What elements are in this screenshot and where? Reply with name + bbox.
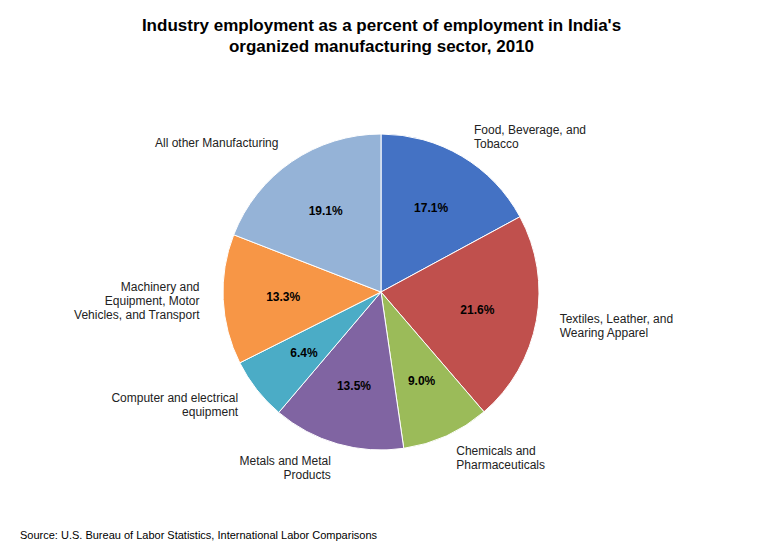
data-label: 13.5% <box>337 379 371 393</box>
data-label: 6.4% <box>290 346 318 360</box>
slice <box>234 134 381 292</box>
data-label: 21.6% <box>460 303 494 317</box>
data-label: 19.1% <box>309 204 343 218</box>
slice-label: Food, Beverage, andTobacco <box>474 123 586 151</box>
data-label: 17.1% <box>414 201 448 215</box>
data-label: 9.0% <box>408 374 436 388</box>
chart: Industry employment as a percent of empl… <box>0 0 763 549</box>
slice-label: All other Manufacturing <box>155 136 278 150</box>
source: Source: U.S. Bureau of Labor Statistics,… <box>20 529 378 541</box>
slice-label: Computer and electricalequipment <box>111 391 238 419</box>
title: Industry employment as a percent of empl… <box>142 16 621 56</box>
data-label: 13.3% <box>266 290 300 304</box>
pie: 17.1% 21.6% 9.0% 13.5% 6.4% 13.3% 19.1% Food, B… <box>74 123 673 482</box>
slice-label: Textiles, Leather, andWearing Apparel <box>560 312 673 340</box>
slice-label: Metals and MetalProducts <box>239 454 330 482</box>
slice-label: Machinery andEquipment, MotorVehicles, a… <box>74 280 200 322</box>
slice-label: Chemicals andPharmaceuticals <box>456 444 545 472</box>
